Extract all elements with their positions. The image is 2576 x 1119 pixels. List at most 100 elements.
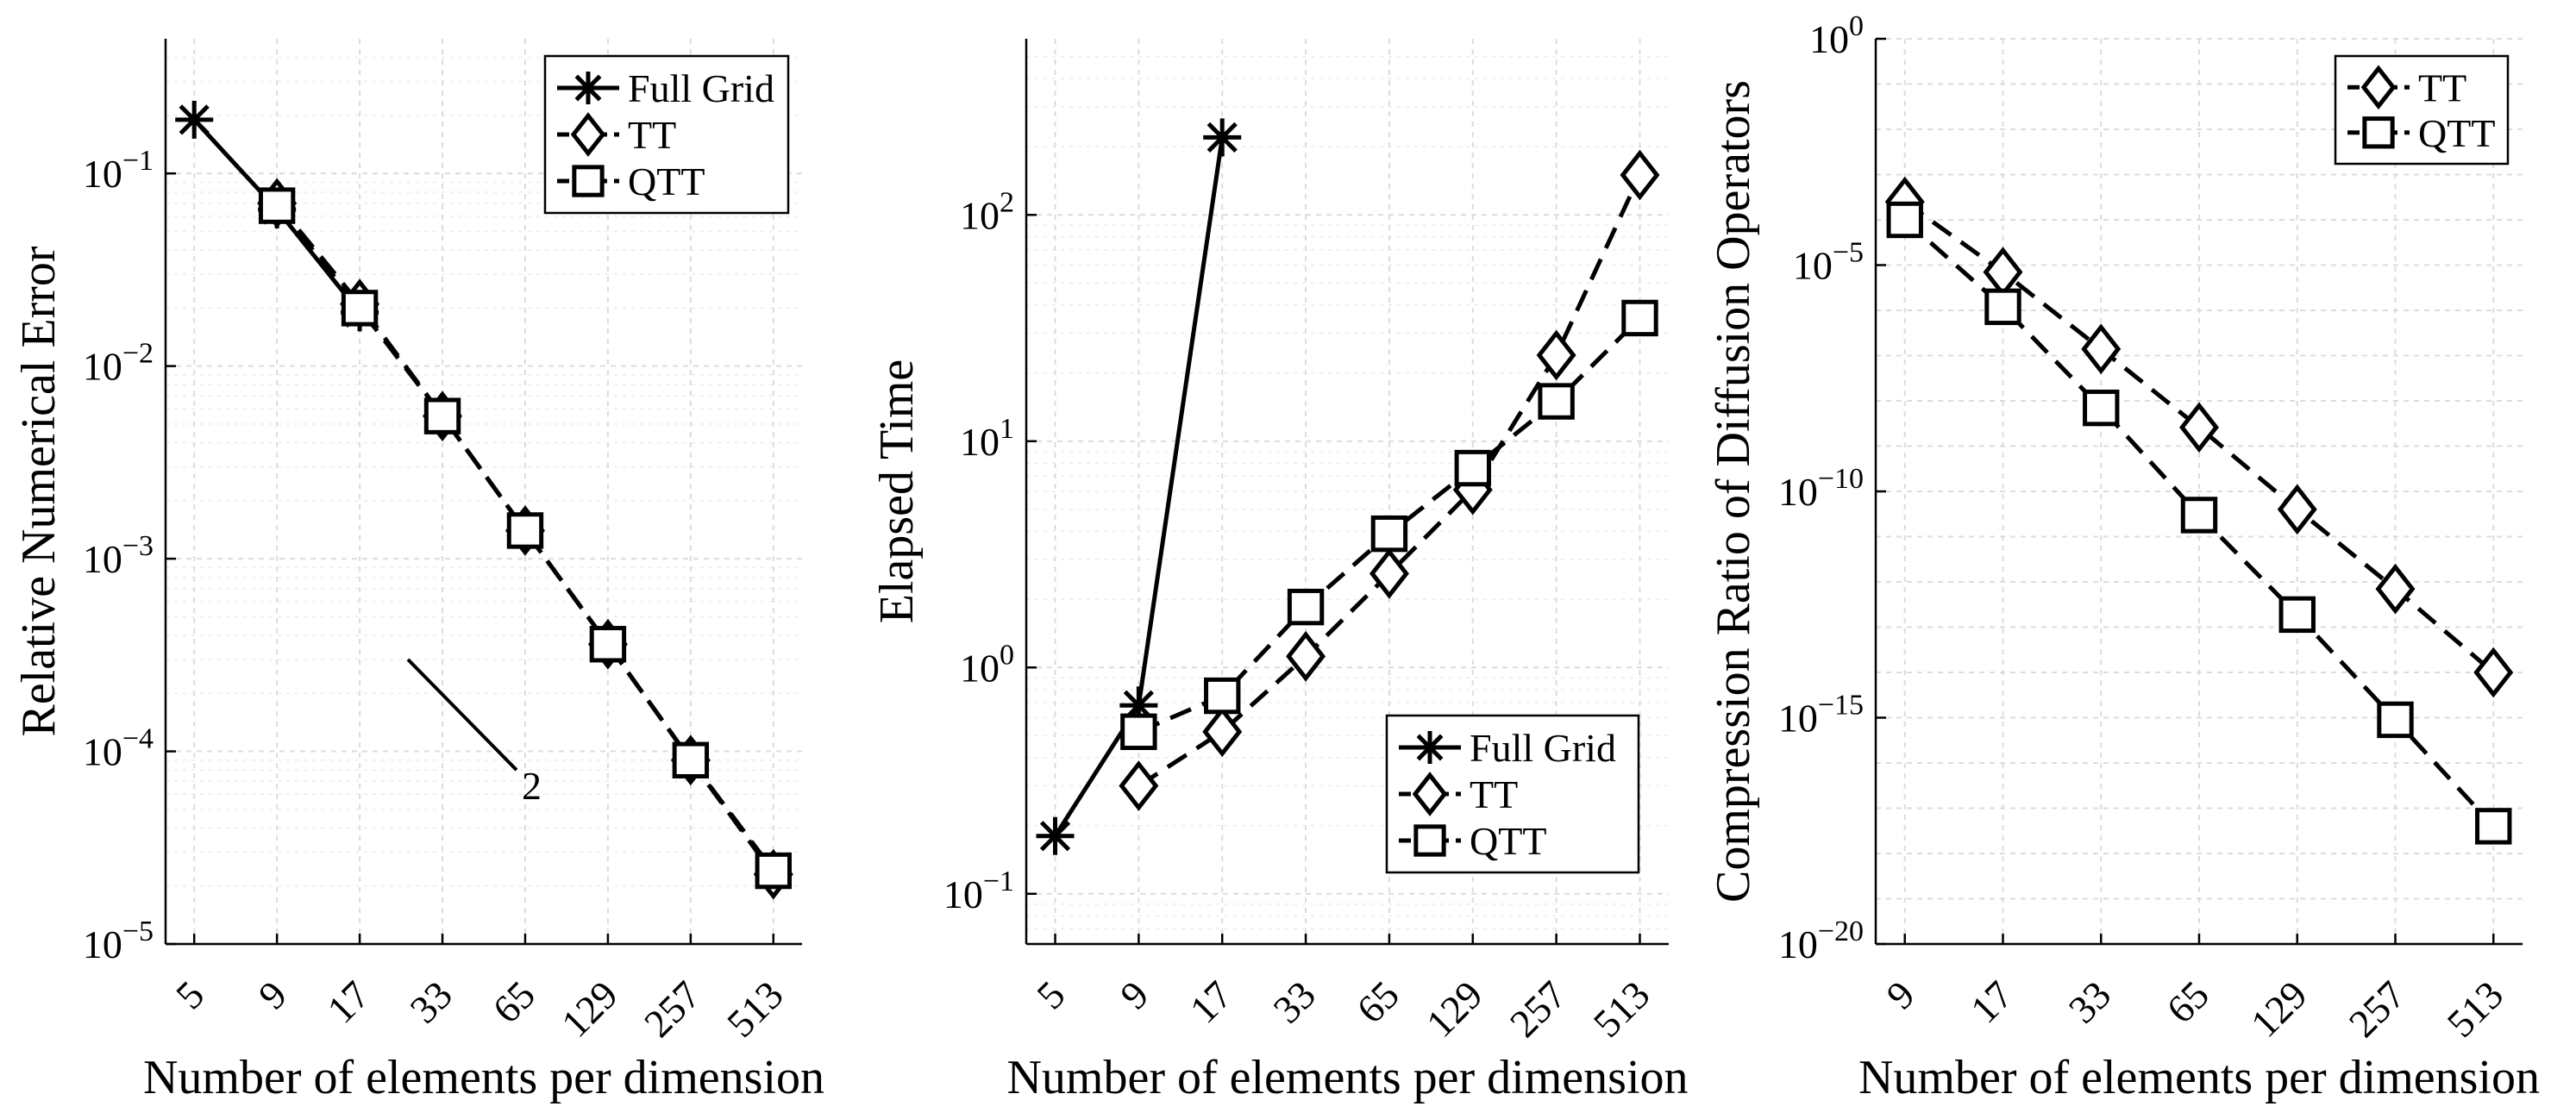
legend-marker-tt xyxy=(570,112,606,157)
data-point-qtt xyxy=(1454,449,1491,487)
y-tick-label: 10−15 xyxy=(1778,690,1864,741)
data-point-tt xyxy=(2375,563,2416,615)
data-point-qtt xyxy=(672,741,710,778)
data-point-qtt xyxy=(2475,808,2512,845)
x-tick-label-9: 9 xyxy=(1112,972,1156,1017)
x-tick-label-9: 9 xyxy=(250,972,295,1017)
x-tick-label-9: 9 xyxy=(1877,972,1922,1017)
data-point-full-grid xyxy=(1119,686,1158,725)
x-tick-label-513: 513 xyxy=(1585,972,1658,1046)
data-point-full-grid xyxy=(1203,118,1242,157)
data-point-qtt xyxy=(755,852,792,890)
x-tick-label-65: 65 xyxy=(2158,972,2217,1032)
series-qtt xyxy=(258,187,792,890)
y-tick-label: 100 xyxy=(960,639,1014,690)
x-tick-label-257: 257 xyxy=(2341,972,2414,1046)
grid xyxy=(1026,39,1669,944)
data-point-qtt xyxy=(1984,288,2021,326)
legend-label-qtt: QTT xyxy=(628,159,705,203)
x-tick-label-33: 33 xyxy=(2060,972,2120,1032)
legend-label-tt: TT xyxy=(2418,66,2466,109)
data-point-tt xyxy=(1202,706,1243,758)
x-tick-label-17: 17 xyxy=(1181,972,1241,1032)
x-tick-label-257: 257 xyxy=(1501,972,1575,1046)
legend-marker-full-grid xyxy=(572,72,605,104)
y-tick-label: 10−5 xyxy=(83,916,154,966)
data-point-tt xyxy=(1369,547,1409,599)
legend-marker-qtt xyxy=(1413,824,1446,857)
y-tick-label: 100 xyxy=(1809,10,1864,61)
series-qtt xyxy=(1120,299,1658,751)
x-axis-label: Number of elements per dimension xyxy=(1858,1051,2540,1104)
y-tick-label: 10−20 xyxy=(1778,916,1864,966)
data-point-full-grid xyxy=(175,100,214,139)
legend-marker-qtt xyxy=(572,165,605,197)
data-point-qtt xyxy=(1538,383,1575,420)
legend-label-qtt: QTT xyxy=(2418,111,2495,155)
y-tick-label: 10−3 xyxy=(83,530,154,581)
x-tick-label-129: 129 xyxy=(553,972,626,1046)
slope-indicator-label: 2 xyxy=(522,764,542,808)
data-point-qtt xyxy=(341,290,379,327)
y-tick-label: 10−10 xyxy=(1778,463,1864,514)
y-axis-label: Relative Numerical Error xyxy=(12,246,66,736)
data-point-full-grid xyxy=(1036,816,1075,855)
legend-label-tt: TT xyxy=(1470,772,1518,816)
x-tick-label-5: 5 xyxy=(167,972,212,1017)
x-tick-label-257: 257 xyxy=(636,972,709,1046)
y-tick-label: 10−4 xyxy=(83,723,154,774)
data-point-tt xyxy=(2277,484,2317,535)
data-point-qtt xyxy=(2278,596,2316,634)
grid xyxy=(1876,38,2523,945)
legend-marker-full-grid xyxy=(1413,731,1446,764)
data-point-qtt xyxy=(1287,588,1325,626)
data-point-tt xyxy=(2081,323,2122,375)
legend-label-full-grid: Full Grid xyxy=(628,66,774,110)
data-point-tt xyxy=(1286,630,1326,682)
data-point-qtt xyxy=(1886,201,1923,239)
x-axis-label: Number of elements per dimension xyxy=(1006,1051,1688,1104)
x-tick-label-129: 129 xyxy=(1418,972,1491,1046)
data-point-tt xyxy=(1983,247,2023,297)
x-tick-label-513: 513 xyxy=(2438,972,2511,1046)
data-point-qtt xyxy=(1370,515,1408,553)
data-point-qtt xyxy=(423,397,461,434)
legend-label-qtt: QTT xyxy=(1470,819,1546,863)
data-point-tt xyxy=(1620,149,1660,201)
x-tick-label-17: 17 xyxy=(319,972,379,1032)
y-axis-label: Compression Ratio of Diffusion Operators xyxy=(1707,80,1760,903)
series-qtt xyxy=(1886,201,2512,845)
series-full-grid xyxy=(1036,118,1242,855)
y-tick-label: 101 xyxy=(960,413,1014,464)
legend-marker-tt xyxy=(1412,772,1448,816)
x-tick-label-33: 33 xyxy=(1265,972,1325,1032)
x-tick-label-33: 33 xyxy=(402,972,461,1032)
data-point-qtt xyxy=(2180,497,2218,534)
data-point-qtt xyxy=(2377,701,2414,739)
y-axis-label: Elapsed Time xyxy=(870,359,924,623)
x-tick-label-5: 5 xyxy=(1028,972,1073,1017)
legend-marker-tt xyxy=(2360,65,2397,110)
x-tick-label-65: 65 xyxy=(484,972,543,1032)
x-tick-label-65: 65 xyxy=(1348,972,1407,1032)
legend-label-full-grid: Full Grid xyxy=(1470,726,1616,770)
data-point-tt xyxy=(2473,647,2514,698)
panel-relative-error: 10−5 10−4 10−3 10−2 10−1 5 9 17 33 65 129 257 513Num… xyxy=(12,39,824,1104)
data-point-qtt xyxy=(258,187,296,224)
legend-label-tt: TT xyxy=(628,113,676,157)
data-point-qtt xyxy=(1204,677,1241,715)
x-tick-label-17: 17 xyxy=(1962,972,2021,1032)
y-tick-label: 10−1 xyxy=(83,145,154,196)
y-tick-label: 10−1 xyxy=(943,866,1014,916)
slope-indicator-line xyxy=(406,658,518,772)
grid xyxy=(166,39,802,945)
data-point-tt xyxy=(2179,402,2219,453)
legend-marker-qtt xyxy=(2362,116,2395,149)
x-tick-label-513: 513 xyxy=(718,972,792,1046)
series-tt xyxy=(1119,149,1660,811)
data-point-qtt xyxy=(506,512,544,549)
